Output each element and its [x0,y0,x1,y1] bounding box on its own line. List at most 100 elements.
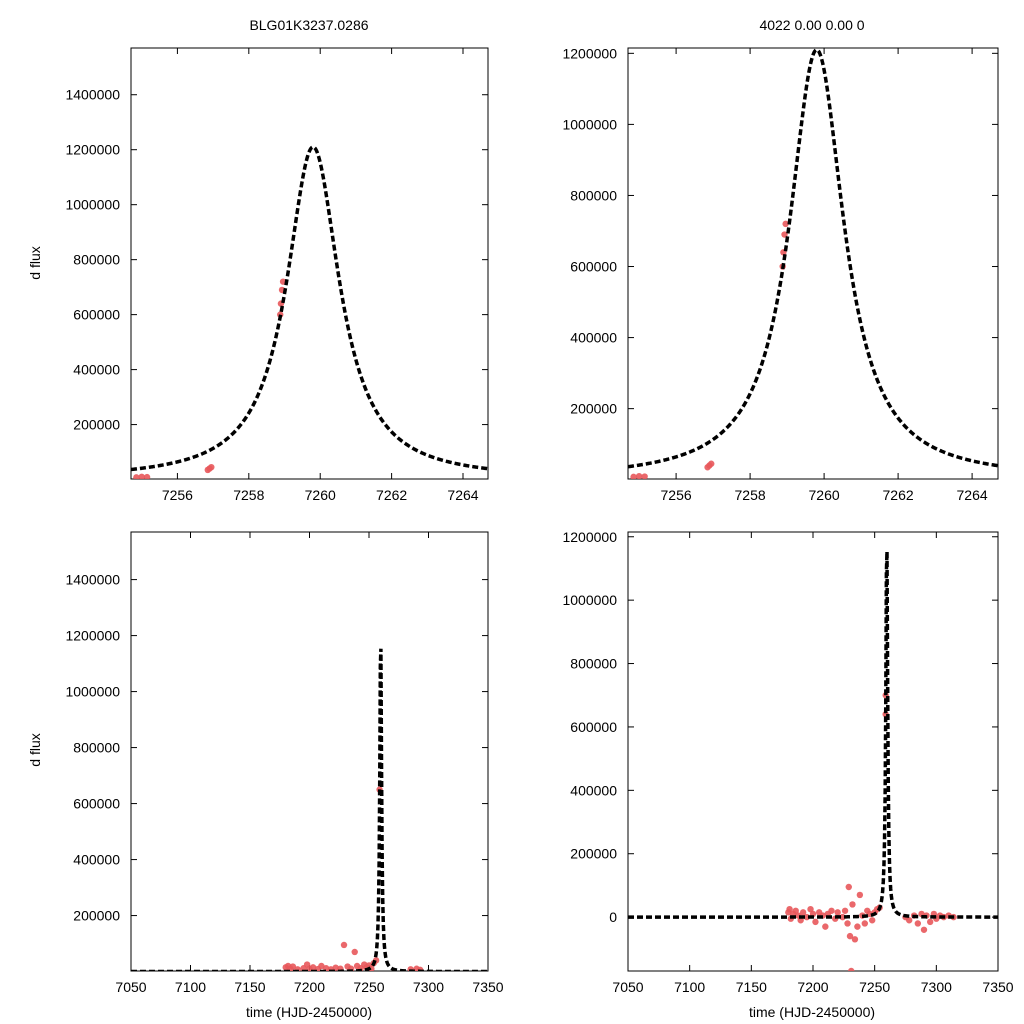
panel-bottom-left: d flux time (HJD-2450000) 7050 7100 7150 72… [27,531,504,1020]
data-point [828,907,835,914]
data-point [914,920,922,927]
data-point [340,941,348,949]
data-point [834,909,841,916]
data-point [812,918,819,926]
panel-top-right: 4022 0.00 0.00 0 7256 7258 7260 7262 7264 200… [562,17,999,503]
data-point [926,918,934,926]
data-point [133,474,140,479]
data-point [807,905,814,913]
data-point [294,966,301,971]
data-point [822,923,829,930]
x-tick-label: 7350 [472,979,503,995]
x-tick-label: 7200 [797,979,828,995]
plot-frame [130,531,489,972]
data-point [851,936,859,943]
data-point [782,220,789,228]
x-tick-label: 7256 [661,487,692,503]
y-tick-label: 1000000 [562,592,617,608]
y-axis-title: d flux [27,246,43,279]
data-point [854,923,861,930]
x-tick-label: 7250 [353,979,384,995]
y-tick-label: 800000 [570,187,617,203]
y-tick-label: 600000 [73,796,120,812]
data-point [143,473,151,479]
data-point [906,917,913,924]
plot-frame [627,47,999,480]
plot-area: 7256 7258 7260 7262 7264 200000 400000 600000 80… [65,47,489,503]
data-point [845,883,852,891]
data-point [208,463,215,471]
panel-title: BLG01K3237.0286 [249,17,368,33]
data-point [849,901,856,908]
data-point [289,963,297,970]
y-tick-label: 400000 [570,330,617,346]
data-point [708,460,715,467]
y-axis-title: d flux [27,733,43,766]
model-curve [628,48,998,469]
x-tick-label: 7200 [294,979,325,995]
model-curve [131,145,488,472]
data-point [846,932,854,940]
data-point [786,905,793,913]
y-tick-label: 200000 [570,401,617,417]
data-point [635,472,643,479]
data-point [920,926,928,933]
y-tick-label: 1200000 [65,142,120,158]
data-point [841,907,849,914]
x-tick-label: 7300 [921,979,952,995]
panel-bottom-right: time (HJD-2450000) 7050 7100 7150 7200 7250 7… [562,529,1013,1020]
plot-area: 7050 7100 7150 7200 7250 7300 7350 200000 400000… [65,531,504,995]
data-layer [131,648,488,971]
x-tick-label: 7260 [305,487,336,503]
data-point [630,473,637,479]
y-tick-label: 1000000 [65,197,120,213]
y-tick-label: 200000 [570,846,617,862]
y-tick-label: 800000 [73,740,120,756]
data-point [869,917,876,924]
data-layer [628,48,998,479]
model-curve [131,648,488,971]
data-point [138,473,145,479]
x-tick-label: 7150 [234,979,265,995]
x-tick-label: 7150 [736,979,767,995]
x-tick-label: 7100 [674,979,705,995]
data-point [792,907,799,914]
y-tick-label: 800000 [570,656,617,672]
x-tick-label: 7260 [809,487,840,503]
y-tick-label: 0 [609,909,617,925]
y-tick-label: 600000 [570,259,617,275]
data-point [641,473,648,479]
data-point [781,231,788,238]
x-tick-label: 7262 [376,487,407,503]
data-layer [628,551,998,971]
plot-area: 7256 7258 7260 7262 7264 200000 400000 600000 80… [562,45,999,503]
x-tick-label: 7258 [735,487,766,503]
x-axis-title: time (HJD-2450000) [246,1004,372,1020]
y-tick-label: 600000 [73,307,120,323]
y-tick-label: 400000 [73,852,120,868]
y-tick-label: 1000000 [562,116,617,132]
y-tick-label: 1400000 [65,572,120,588]
panel-top-left: BLG01K3237.0286 d flux 7256 7258 7260 7262 7… [27,17,489,503]
y-tick-label: 1200000 [562,45,617,61]
y-tick-label: 400000 [570,782,617,798]
x-tick-label: 7050 [612,979,643,995]
x-tick-label: 7258 [233,487,264,503]
x-tick-label: 7256 [162,487,193,503]
data-point [844,920,851,927]
y-tick-label: 1400000 [65,87,120,103]
y-tick-label: 200000 [73,417,120,433]
x-tick-label: 7350 [982,979,1013,995]
plot-area: 7050 7100 7150 7200 7250 7300 7350 0 200000 40000… [562,529,1013,995]
data-point [856,891,864,899]
x-axis-title: time (HJD-2450000) [749,1004,875,1020]
data-point [351,948,358,956]
x-tick-label: 7250 [859,979,890,995]
y-tick-label: 200000 [73,908,120,924]
data-point [848,967,855,971]
x-tick-label: 7262 [883,487,914,503]
x-tick-label: 7264 [447,487,478,503]
x-tick-label: 7264 [957,487,988,503]
plot-frame [130,47,489,480]
